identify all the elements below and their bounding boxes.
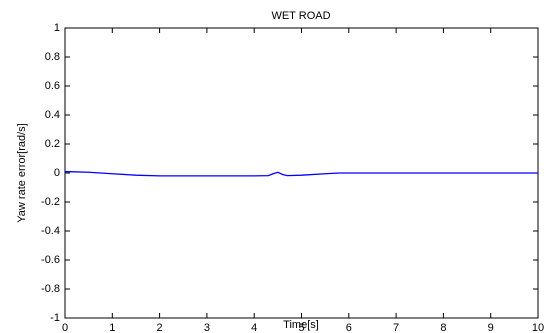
y-tick-label: -0.8 <box>41 283 60 295</box>
x-tick-label: 3 <box>204 322 210 333</box>
line-series <box>64 170 538 177</box>
x-tick-label: 7 <box>393 322 399 333</box>
x-axis-label: Time[s] <box>283 319 319 331</box>
y-tick-label: 0.8 <box>45 51 60 63</box>
x-tick-label: 2 <box>157 322 163 333</box>
x-tick-label: 5 <box>298 322 304 333</box>
x-tick-label: 4 <box>251 322 257 333</box>
y-axis-label: Yaw rate error[rad/s] <box>16 123 28 222</box>
y-tick-label: 0.6 <box>45 80 60 92</box>
y-tick-label: 1 <box>54 22 60 34</box>
x-tick-label: 0 <box>62 322 68 333</box>
y-tick-label: -0.4 <box>41 225 60 237</box>
y-tick-label: -0.2 <box>41 196 60 208</box>
y-tick-label: 0.2 <box>45 138 60 150</box>
x-tick-label: 10 <box>532 322 544 333</box>
x-tick-label: 9 <box>488 322 494 333</box>
y-tick-label: 0.4 <box>45 109 60 121</box>
x-tick-label: 6 <box>346 322 352 333</box>
y-tick-label: -1 <box>50 312 60 324</box>
y-tick-label: -0.6 <box>41 254 60 266</box>
chart-title: WET ROAD <box>271 10 330 22</box>
x-tick-label: 1 <box>109 322 115 333</box>
y-tick-label: 0 <box>54 167 60 179</box>
x-tick-label: 8 <box>440 322 446 333</box>
